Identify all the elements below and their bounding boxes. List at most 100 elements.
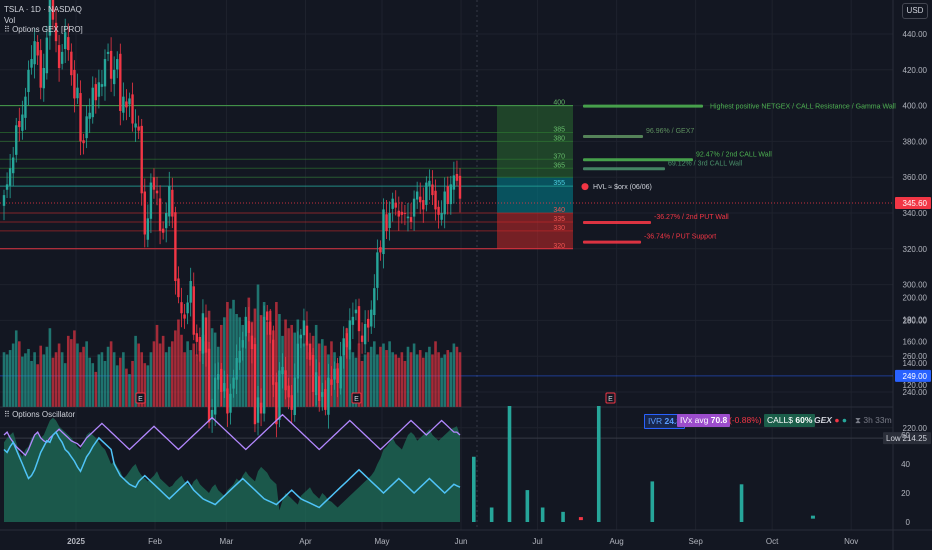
candle-body [161, 228, 165, 233]
candle-body [158, 198, 162, 231]
gex-strike-label: 365 [553, 162, 565, 169]
gex-level-label: 92.47% / 2nd CALL Wall [696, 151, 772, 158]
candle-body [425, 182, 428, 205]
osc-tick-label: 20 [901, 489, 910, 498]
candle-body [100, 84, 104, 87]
volume-bar [45, 346, 49, 407]
gex-label: GEX [814, 415, 832, 425]
last-price-value: 345.60 [903, 199, 928, 208]
low-badge [883, 432, 931, 445]
gex-strike-label: 400 [553, 100, 565, 107]
volume-bar [363, 354, 367, 407]
volume-bar [421, 357, 425, 407]
volume-tick-label: 180.00 [903, 315, 928, 324]
timer-value: 3h 33m [863, 415, 892, 425]
candle-body [397, 210, 400, 217]
time-tick-label: 2025 [67, 537, 85, 546]
volume-bar [177, 319, 180, 407]
price-tick-label: 260.00 [903, 352, 928, 361]
volume-bar [125, 368, 128, 407]
volume-bar [333, 352, 336, 407]
candle-body [137, 126, 140, 131]
low-label: Low [886, 434, 901, 443]
candle-body [11, 157, 15, 174]
volume-bar [66, 335, 70, 407]
candle-body [412, 198, 416, 217]
volume-bar [290, 324, 293, 407]
volume-bar [63, 363, 67, 407]
volume-bar [275, 302, 278, 407]
candle-body [152, 177, 156, 190]
volume-bar [167, 346, 171, 407]
gex-level-label: -36.74% / PUT Support [644, 234, 716, 241]
candle-body [70, 51, 73, 76]
candle-body [24, 96, 27, 118]
volume-bar [272, 330, 275, 407]
candle-body [155, 190, 159, 194]
candle-body [45, 37, 49, 74]
volume-bar [376, 354, 379, 407]
candle-body [403, 212, 407, 214]
candle-body [116, 59, 119, 70]
price-tick-label: 240.00 [903, 388, 928, 397]
candle-body [363, 323, 367, 345]
volume-bar [314, 324, 318, 407]
volume-bar [79, 352, 82, 407]
volume-bar [146, 365, 150, 407]
time-tick-label: Aug [609, 537, 623, 546]
candle-body [195, 333, 199, 342]
volume-bar [171, 341, 174, 407]
volume-bar [278, 314, 281, 407]
volume-bar [195, 354, 199, 407]
volume-bar [213, 332, 217, 407]
candle-body [308, 343, 312, 360]
volume-bar [134, 335, 137, 407]
volume-bar [409, 352, 413, 407]
volume-bar [164, 352, 168, 407]
volume-bar [431, 354, 434, 407]
volume-bar [403, 360, 407, 407]
candle-body [422, 200, 425, 210]
volume-bar [76, 343, 79, 407]
hvl-zone [497, 177, 573, 213]
candle-body [112, 69, 116, 85]
candle-body [79, 93, 82, 142]
candle-body [143, 191, 146, 235]
time-tick-label: Apr [299, 537, 312, 546]
ivx-badge: IVx avg 70.8 [677, 414, 731, 427]
candle-body [302, 320, 306, 336]
future-bar [596, 406, 601, 522]
candle-body [39, 50, 42, 88]
gex-level-label: 69.12% / 3rd CALL Wall [668, 160, 743, 167]
volume-bar [106, 346, 110, 407]
volume-bar [412, 343, 416, 407]
candle-body [357, 306, 361, 332]
candle-body [366, 318, 370, 328]
candle-body [385, 214, 388, 231]
candle-body [354, 309, 358, 314]
volume-bar [305, 341, 309, 407]
volume-bar [109, 341, 113, 407]
candle-body [440, 213, 443, 220]
volume-bar [366, 352, 370, 407]
volume-bar [382, 343, 385, 407]
currency-button[interactable]: USD [902, 3, 928, 19]
price-tick-label: 400.00 [903, 102, 928, 111]
candle-body [400, 211, 404, 215]
candle-body [379, 247, 382, 253]
gex-badge: GEX ● ● [811, 414, 850, 427]
future-bar [578, 517, 583, 521]
volume-bar [385, 350, 388, 407]
volume-bar [149, 352, 153, 407]
volume-bar [250, 321, 254, 407]
volume-tick-label: 160.00 [903, 337, 928, 346]
volume-bar [51, 357, 55, 407]
volume-bar [198, 339, 202, 407]
volume-bar [103, 360, 107, 407]
volume-bar [201, 334, 205, 407]
candle-body [5, 184, 9, 190]
candle-body [201, 313, 205, 354]
volume-bar [128, 374, 131, 407]
candle-body [21, 114, 24, 131]
